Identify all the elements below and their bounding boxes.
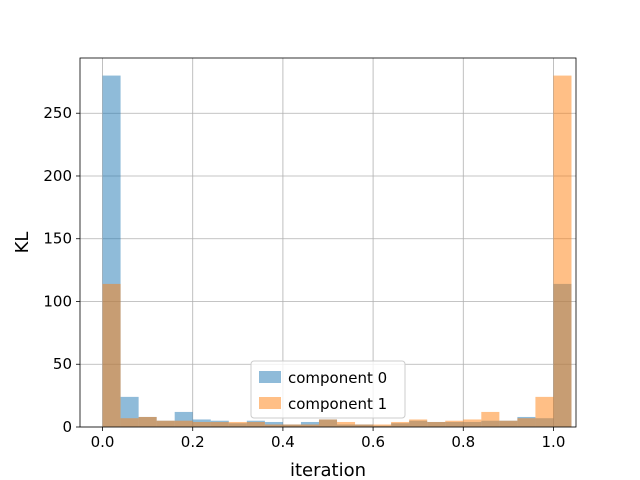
bar-series-1-bin-5 bbox=[192, 421, 211, 427]
legend-label-0: component 0 bbox=[288, 369, 387, 387]
bar-series-1-bin-1 bbox=[120, 418, 139, 427]
bar-series-1-bin-0 bbox=[102, 283, 121, 427]
legend-swatch-0 bbox=[259, 371, 281, 383]
y-axis-label: KL bbox=[12, 232, 33, 254]
bar-series-1-bin-24 bbox=[535, 396, 554, 427]
bar-series-1-bin-20 bbox=[463, 419, 482, 427]
bar-series-1-bin-2 bbox=[138, 416, 157, 427]
x-tick-label: 0.4 bbox=[271, 433, 295, 451]
bar-series-1-bin-3 bbox=[156, 420, 175, 427]
bar-series-1-bin-18 bbox=[427, 421, 446, 427]
y-tick-label: 250 bbox=[43, 104, 72, 122]
bar-series-1-bin-14 bbox=[355, 424, 374, 427]
y-tick-label: 150 bbox=[43, 230, 72, 248]
bar-series-1-bin-10 bbox=[282, 424, 301, 427]
bar-series-1-bin-9 bbox=[264, 424, 283, 427]
x-tick-label: 0.0 bbox=[91, 433, 115, 451]
bar-series-1-bin-12 bbox=[318, 419, 338, 427]
bar-series-1-bin-23 bbox=[517, 418, 536, 427]
bar-series-1-bin-13 bbox=[337, 421, 356, 427]
bars bbox=[102, 75, 572, 428]
x-tick-label: 0.8 bbox=[451, 433, 475, 451]
legend-swatch-1 bbox=[259, 397, 281, 409]
legend-label-1: component 1 bbox=[288, 395, 387, 413]
bar-series-1-bin-19 bbox=[445, 420, 464, 427]
y-tick-label: 200 bbox=[43, 167, 72, 185]
y-tick-label: 100 bbox=[43, 292, 72, 310]
bar-series-1-bin-22 bbox=[499, 420, 518, 427]
axis-ticks: 0.0 0.2 0.4 0.6 0.8 1.0 0 50 100 150 200 250 bbox=[43, 104, 565, 451]
bar-series-1-bin-6 bbox=[210, 421, 229, 427]
y-tick-label: 0 bbox=[62, 418, 72, 436]
y-tick-label: 50 bbox=[53, 355, 72, 373]
bar-series-1-bin-15 bbox=[373, 424, 392, 427]
bar-series-1-bin-16 bbox=[391, 421, 410, 427]
bar-series-1-bin-17 bbox=[409, 419, 428, 427]
bar-series-1-bin-25 bbox=[553, 75, 572, 428]
bar-series-1-bin-8 bbox=[246, 421, 265, 427]
x-tick-label: 1.0 bbox=[542, 433, 566, 451]
bar-series-1-bin-7 bbox=[228, 421, 247, 427]
bar-series-1-bin-11 bbox=[300, 424, 319, 427]
x-tick-label: 0.2 bbox=[181, 433, 205, 451]
x-axis-label: iteration bbox=[290, 460, 366, 480]
plot-frame bbox=[79, 57, 577, 428]
bar-series-1-bin-21 bbox=[481, 411, 500, 427]
x-tick-label: 0.6 bbox=[361, 433, 385, 451]
legend: component 0 component 1 bbox=[250, 360, 406, 419]
bar-series-1-bin-4 bbox=[174, 420, 193, 427]
legend-box bbox=[250, 360, 406, 419]
